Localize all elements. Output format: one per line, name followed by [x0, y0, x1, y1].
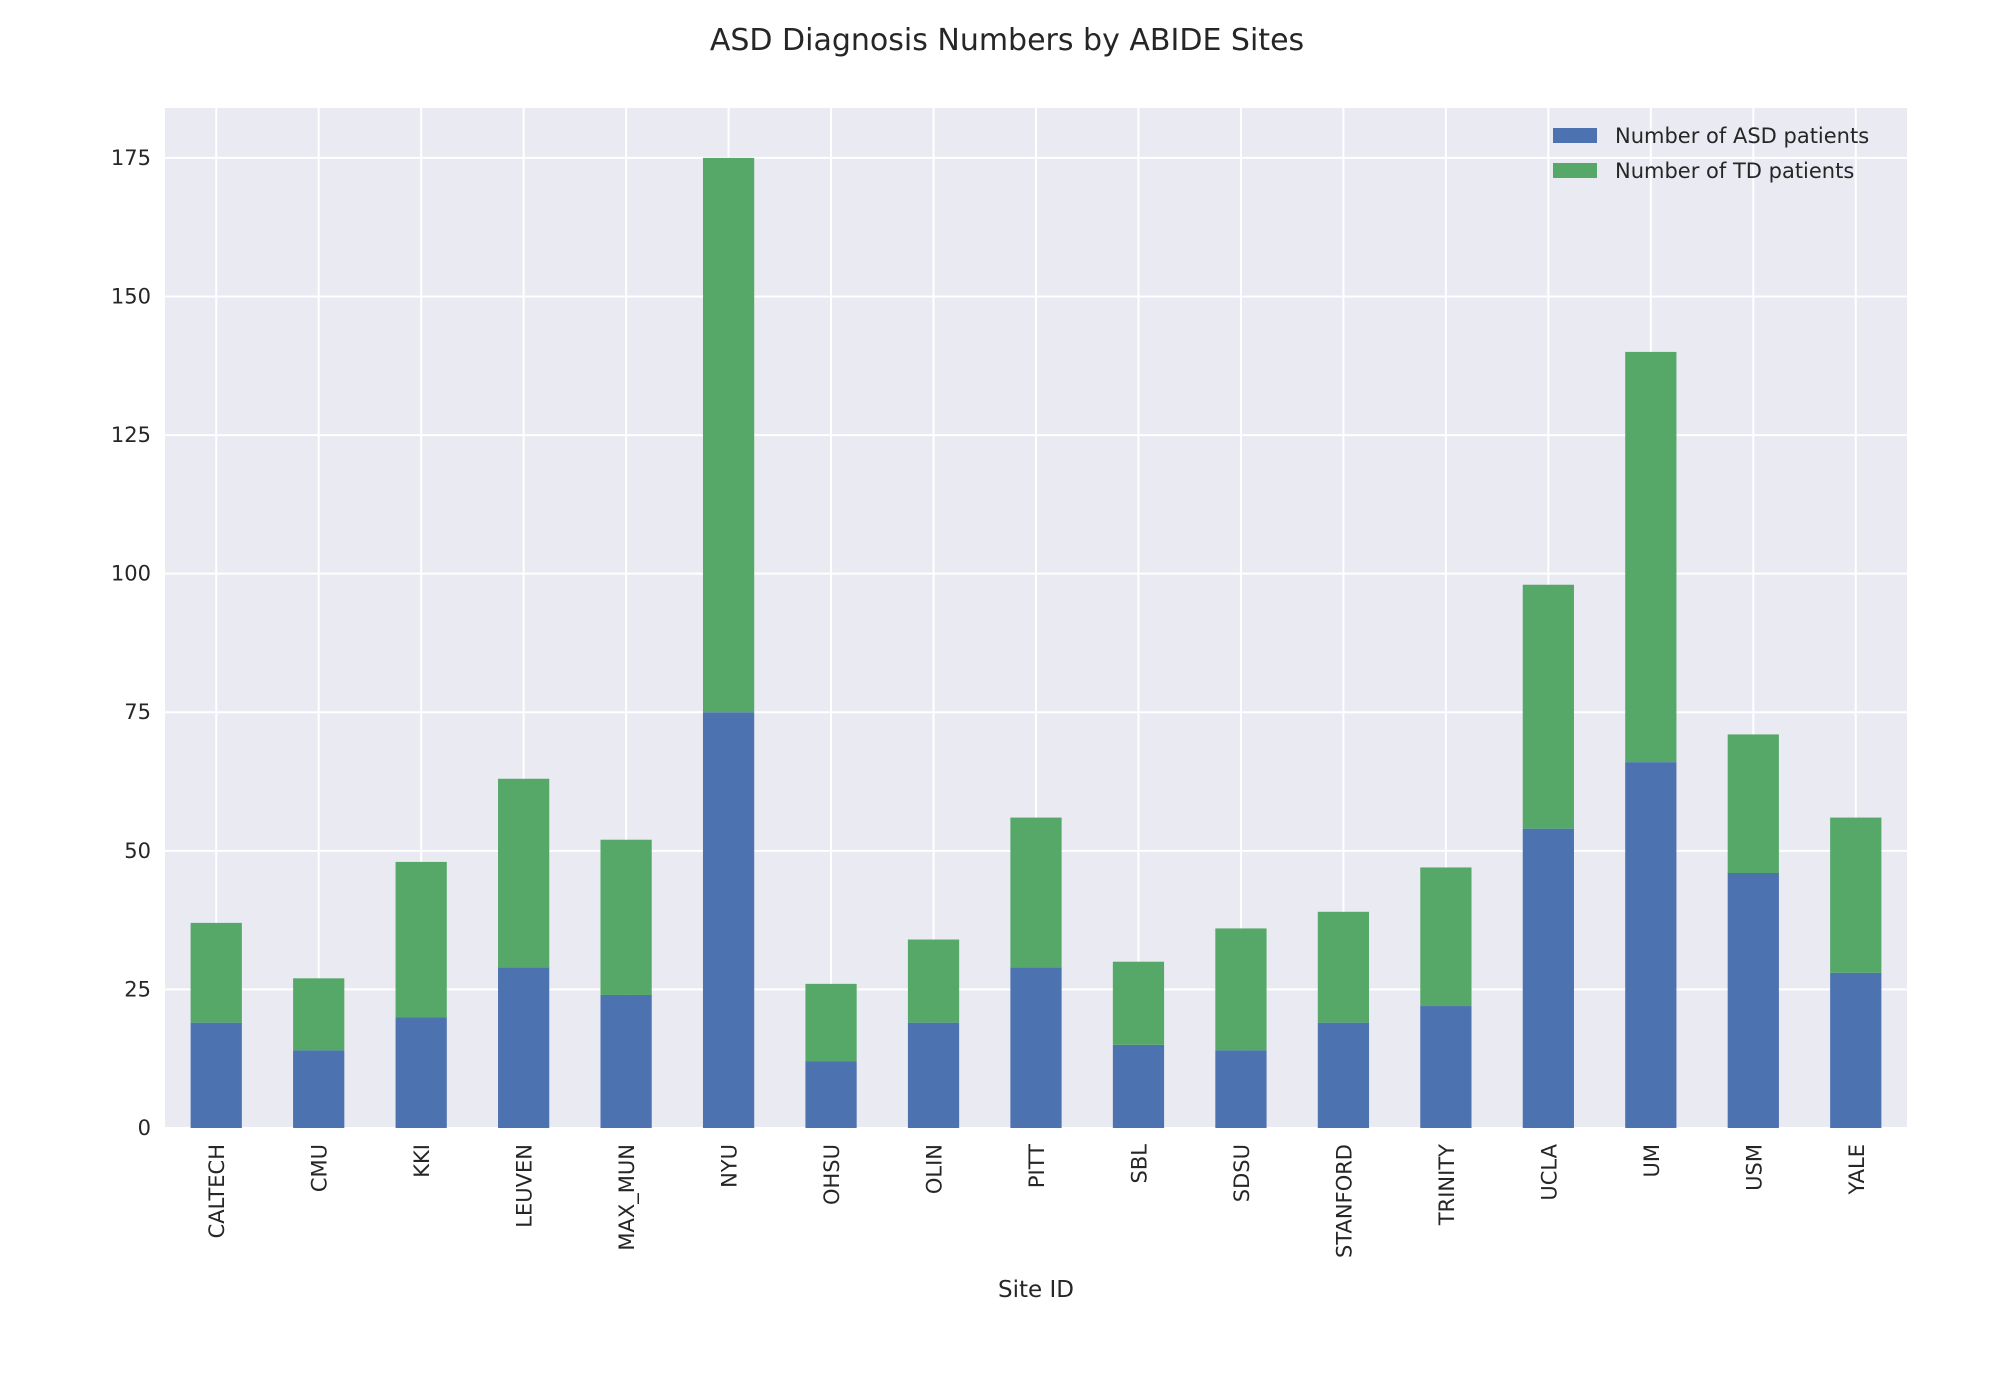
bar-stanford-series-0: [1317, 1022, 1370, 1128]
x-tick-label: CMU: [308, 1144, 332, 1192]
bar-ucla-series-1: [1522, 584, 1574, 829]
bar-usm-series-1: [1727, 734, 1779, 873]
y-tick-label: 75: [124, 700, 151, 724]
y-tick-label: 175: [111, 146, 151, 170]
bar-nyu-series-1: [702, 157, 755, 713]
bar-trinity-series-1: [1420, 867, 1472, 1007]
legend: Number of ASD patients Number of TD patie…: [1553, 124, 1869, 183]
x-tick-label: SDSU: [1230, 1144, 1254, 1202]
x-tick-label: KKI: [410, 1144, 434, 1178]
x-tick-label: CALTECH: [205, 1144, 229, 1238]
bar-um-series-0: [1625, 762, 1677, 1128]
bar-sbl-series-0: [1112, 1044, 1165, 1128]
bar-cmu-series-0: [293, 1050, 345, 1128]
bar-yale-series-0: [1830, 972, 1882, 1128]
bar-olin-series-0: [907, 1022, 960, 1128]
bar-ohsu-series-1: [805, 983, 857, 1062]
bar-ohsu-series-0: [805, 1061, 857, 1128]
x-tick-label: TRINITY: [1435, 1144, 1459, 1226]
bar-sbl-series-1: [1112, 961, 1165, 1045]
bar-stanford-series-1: [1317, 911, 1370, 1023]
y-tick-label: 150: [111, 284, 151, 308]
legend-swatch: [1553, 128, 1597, 143]
y-tick-label: 100: [111, 562, 151, 586]
x-tick-label: UCLA: [1537, 1143, 1561, 1200]
x-tick-label: UM: [1640, 1144, 1664, 1178]
y-tick-label: 50: [124, 839, 151, 863]
bar-nyu-series-0: [702, 712, 755, 1128]
x-tick-label: SBL: [1127, 1144, 1151, 1184]
bar-um-series-1: [1625, 351, 1677, 763]
bar-kki-series-0: [395, 1017, 447, 1128]
y-tick-label: 0: [138, 1116, 151, 1140]
bar-sdsu-series-1: [1215, 928, 1267, 1051]
x-tick-label: USM: [1742, 1144, 1766, 1191]
x-tick-label: NYU: [718, 1144, 742, 1188]
bars: [190, 157, 1882, 1128]
x-tick-label: LEUVEN: [513, 1144, 537, 1228]
x-tick-label: MAX_MUN: [615, 1144, 640, 1251]
x-axis-label: Site ID: [998, 1277, 1074, 1303]
legend-label: Number of TD patients: [1615, 159, 1854, 183]
bar-usm-series-0: [1727, 873, 1779, 1128]
x-tick-label: PITT: [1025, 1144, 1049, 1188]
legend-swatch: [1553, 163, 1597, 178]
bar-max-mun-series-0: [600, 994, 652, 1128]
legend-label: Number of ASD patients: [1615, 124, 1869, 148]
bar-yale-series-1: [1830, 817, 1882, 973]
chart-title: ASD Diagnosis Numbers by ABIDE Sites: [710, 23, 1304, 58]
x-tick-label: STANFORD: [1332, 1144, 1356, 1258]
bar-leuven-series-0: [498, 967, 550, 1128]
bar-cmu-series-1: [293, 978, 345, 1051]
x-axis-ticks: CALTECH CMU KKI LEUVEN MAX_MUN NYU OHSU OLIN PIT…: [205, 1143, 1869, 1258]
bar-pitt-series-0: [1010, 967, 1062, 1128]
bar-caltech-series-1: [190, 922, 242, 1023]
x-tick-label: OLIN: [923, 1144, 947, 1194]
bar-max-mun-series-1: [600, 839, 652, 995]
y-axis-ticks: 0 25 50 75 100 125 150 175: [111, 146, 151, 1140]
bar-pitt-series-1: [1010, 817, 1062, 968]
bar-sdsu-series-0: [1215, 1050, 1267, 1128]
y-tick-label: 125: [111, 423, 151, 447]
bar-kki-series-1: [395, 861, 447, 1018]
bar-ucla-series-0: [1522, 828, 1574, 1128]
y-tick-label: 25: [124, 977, 151, 1001]
bar-olin-series-1: [907, 939, 960, 1023]
x-tick-label: OHSU: [820, 1144, 844, 1205]
bar-trinity-series-0: [1420, 1006, 1472, 1128]
bar-caltech-series-0: [190, 1022, 242, 1128]
bar-leuven-series-1: [498, 778, 550, 968]
x-tick-label: YALE: [1845, 1144, 1869, 1196]
